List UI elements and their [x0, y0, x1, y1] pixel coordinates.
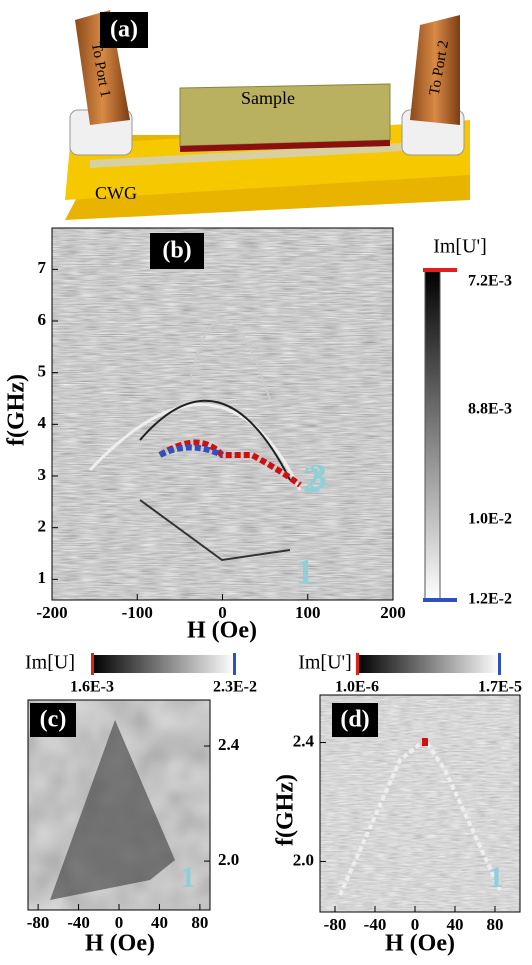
panel-label: (c) [40, 707, 67, 733]
cable-1 [75, 10, 130, 125]
waveguide-label: CWG [95, 183, 137, 203]
x-tick-label: -100 [122, 603, 153, 622]
x-tick-label: 80 [487, 915, 504, 934]
panel-a: (a) Sample To Port 1 To Port 2 CWG [65, 10, 470, 220]
map-features [88, 318, 302, 562]
colorbar [92, 655, 235, 673]
colorbar-title: Im[U] [25, 652, 75, 674]
panel-a-label-box [100, 12, 148, 48]
colorbar [357, 655, 500, 673]
colorbar-label: 8.8E-3 [468, 401, 512, 418]
plot-frame [319, 694, 521, 913]
y-tick-label: 2.4 [218, 735, 240, 754]
sample-edge [180, 140, 390, 152]
colorbar-title: Im[U'] [433, 236, 487, 258]
x-tick-label: 80 [191, 913, 208, 932]
x-tick-label: 0 [218, 603, 227, 622]
mode-label: 1 [181, 861, 196, 894]
mode-label: 2 [303, 459, 321, 499]
colorbar-title: Im[U'] [298, 652, 352, 674]
map-feature [422, 738, 428, 746]
panel-label: (b) [162, 238, 191, 264]
colorbar-label: 1.7E-5 [478, 679, 522, 696]
y-axis-label: f(GHz) [273, 774, 299, 846]
colorbar-label: 2.3E-2 [213, 679, 257, 696]
spectrum-map [52, 228, 393, 600]
colorbar-max-marker [498, 653, 501, 675]
colorbar [424, 269, 441, 601]
sample-label: Sample [241, 88, 295, 108]
colorbar-max-marker [423, 268, 457, 272]
x-tick-label: 40 [447, 915, 464, 934]
y-tick-label: 5 [38, 362, 47, 381]
mode-label: 1 [489, 861, 504, 894]
resonance-arc [189, 318, 271, 401]
colorbar-label: 7.2E-3 [468, 273, 512, 290]
colorbar-label: 1.0E-6 [335, 679, 379, 696]
colorbar-max-marker [233, 653, 236, 675]
resonance-arc [139, 399, 291, 481]
waveguide-slot [90, 140, 460, 168]
x-tick-label: 100 [295, 603, 321, 622]
y-tick-label: 3 [38, 465, 47, 484]
x-tick-label: -80 [324, 915, 347, 934]
y-tick-label: 4 [38, 413, 47, 432]
y-axis-label: f(GHz) [4, 374, 30, 446]
x-tick-label: 200 [380, 603, 406, 622]
y-tick-label: 2.4 [293, 731, 315, 750]
y-tick-label: 7 [38, 258, 47, 277]
colorbar-min-marker [91, 653, 94, 675]
resonance-arc [139, 499, 291, 562]
x-axis-label: H (Oe) [85, 931, 155, 957]
colorbar-label: 1.0E-2 [468, 511, 512, 528]
x-tick-label: 0 [115, 913, 124, 932]
map-feature [50, 720, 175, 900]
x-tick-label: -200 [36, 603, 67, 622]
x-tick-label: -40 [67, 913, 90, 932]
colorbar-label: 1.6E-3 [70, 679, 114, 696]
x-axis-label: H (Oe) [187, 618, 257, 644]
y-tick-label: 2 [38, 517, 47, 536]
panel-b-label-box [150, 233, 204, 269]
y-tick-label: 2.0 [293, 850, 314, 869]
panel-label: (a) [110, 17, 138, 43]
panel-d-label-box [332, 703, 378, 737]
x-tick-label: 0 [411, 915, 420, 934]
mode-label: 3 [309, 456, 327, 496]
x-tick-label: 40 [151, 913, 168, 932]
y-tick-label: 1 [38, 568, 47, 587]
panel-c-label-box [30, 703, 76, 737]
y-tick-label: 2.0 [218, 850, 239, 869]
colorbar-label: 1.2E-2 [468, 591, 512, 608]
mode-label: 1 [296, 551, 314, 591]
x-tick-label: -80 [27, 913, 50, 932]
cable-2 [410, 15, 460, 125]
colorbar-min-marker [356, 653, 359, 675]
colorbar-min-marker [423, 598, 457, 602]
resonance-arc [88, 403, 302, 491]
x-tick-label: -40 [364, 915, 387, 934]
resonance-arc [158, 444, 224, 458]
y-tick-label: 6 [38, 310, 47, 329]
x-axis-label: H (Oe) [385, 931, 455, 957]
panel-label: (d) [340, 707, 369, 733]
